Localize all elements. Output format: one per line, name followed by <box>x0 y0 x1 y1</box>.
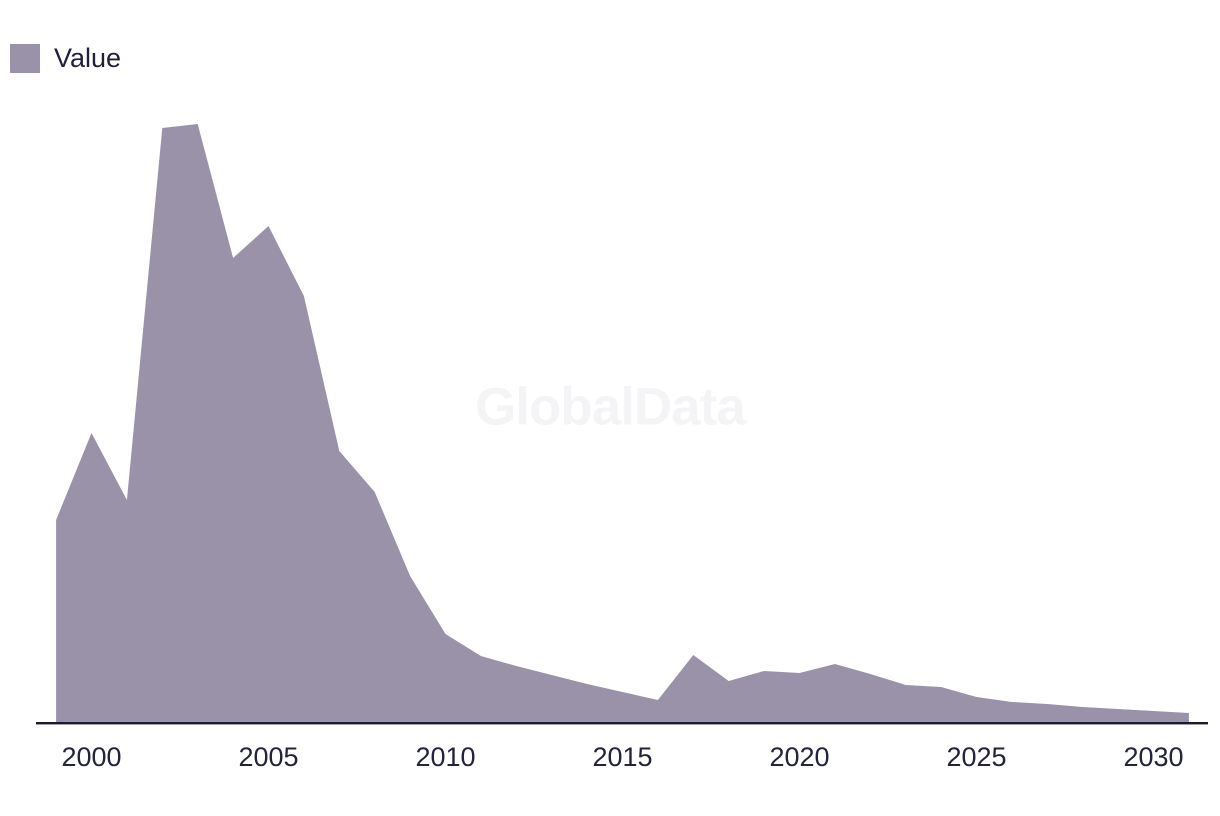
x-axis-tick-label-2015: 2015 <box>592 742 652 772</box>
area-series-group <box>56 124 1189 722</box>
x-axis-tick-label-2020: 2020 <box>769 742 829 772</box>
x-axis-tick-label-2010: 2010 <box>415 742 475 772</box>
x-axis-tick-label-2025: 2025 <box>946 742 1006 772</box>
watermark: GlobalData <box>475 377 746 437</box>
legend-swatch <box>10 44 40 73</box>
x-axis-group: 2000 2005 2010 2015 2020 2025 2030 <box>36 722 1208 772</box>
legend-label: Value <box>54 43 122 73</box>
x-axis-line <box>36 722 1208 725</box>
x-axis-tick-label-2030: 2030 <box>1123 742 1183 772</box>
x-axis-tick-label-2005: 2005 <box>238 742 298 772</box>
legend-item-value[interactable]: Value <box>10 44 121 73</box>
x-axis-tick-label-2000: 2000 <box>61 742 121 772</box>
area-series-value[interactable] <box>56 124 1189 722</box>
